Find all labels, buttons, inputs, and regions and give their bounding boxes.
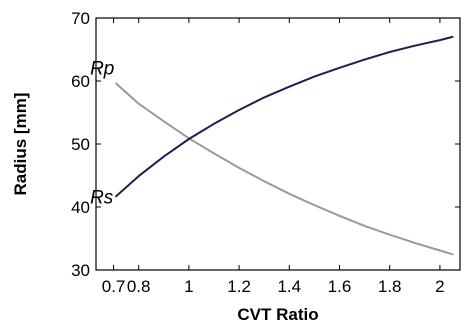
x-axis-label: CVT Ratio	[237, 305, 318, 324]
series-line-rs	[115, 35, 454, 198]
x-tick-label: 1.6	[328, 277, 352, 296]
x-tick-label: 1.8	[378, 277, 402, 296]
plot-area	[95, 17, 461, 271]
y-tick-label: 40	[71, 198, 90, 217]
x-tick-label: 1	[184, 277, 193, 296]
series-label-rp: Rp	[90, 59, 114, 80]
y-axis-label: Radius [mm]	[11, 93, 30, 196]
x-tick-label: 1.4	[277, 277, 301, 296]
x-tick-label: 2	[435, 277, 444, 296]
y-axis: 30 40 50 60 70	[71, 9, 460, 280]
x-tick-label: 1.2	[227, 277, 251, 296]
y-tick-label: 60	[71, 72, 90, 91]
x-axis: 0.7 0.8 1 1.2 1.4 1.6 1.8 2	[102, 18, 445, 296]
series-layer: Rp Rs	[90, 35, 454, 256]
x-tick-label: 0.8	[127, 277, 151, 296]
y-tick-label: 70	[71, 9, 90, 28]
series-line-rp	[115, 82, 454, 256]
y-tick-label: 30	[71, 261, 90, 280]
y-tick-label: 50	[71, 135, 90, 154]
series-label-rs: Rs	[90, 187, 114, 208]
x-tick-label: 0.7	[102, 277, 126, 296]
